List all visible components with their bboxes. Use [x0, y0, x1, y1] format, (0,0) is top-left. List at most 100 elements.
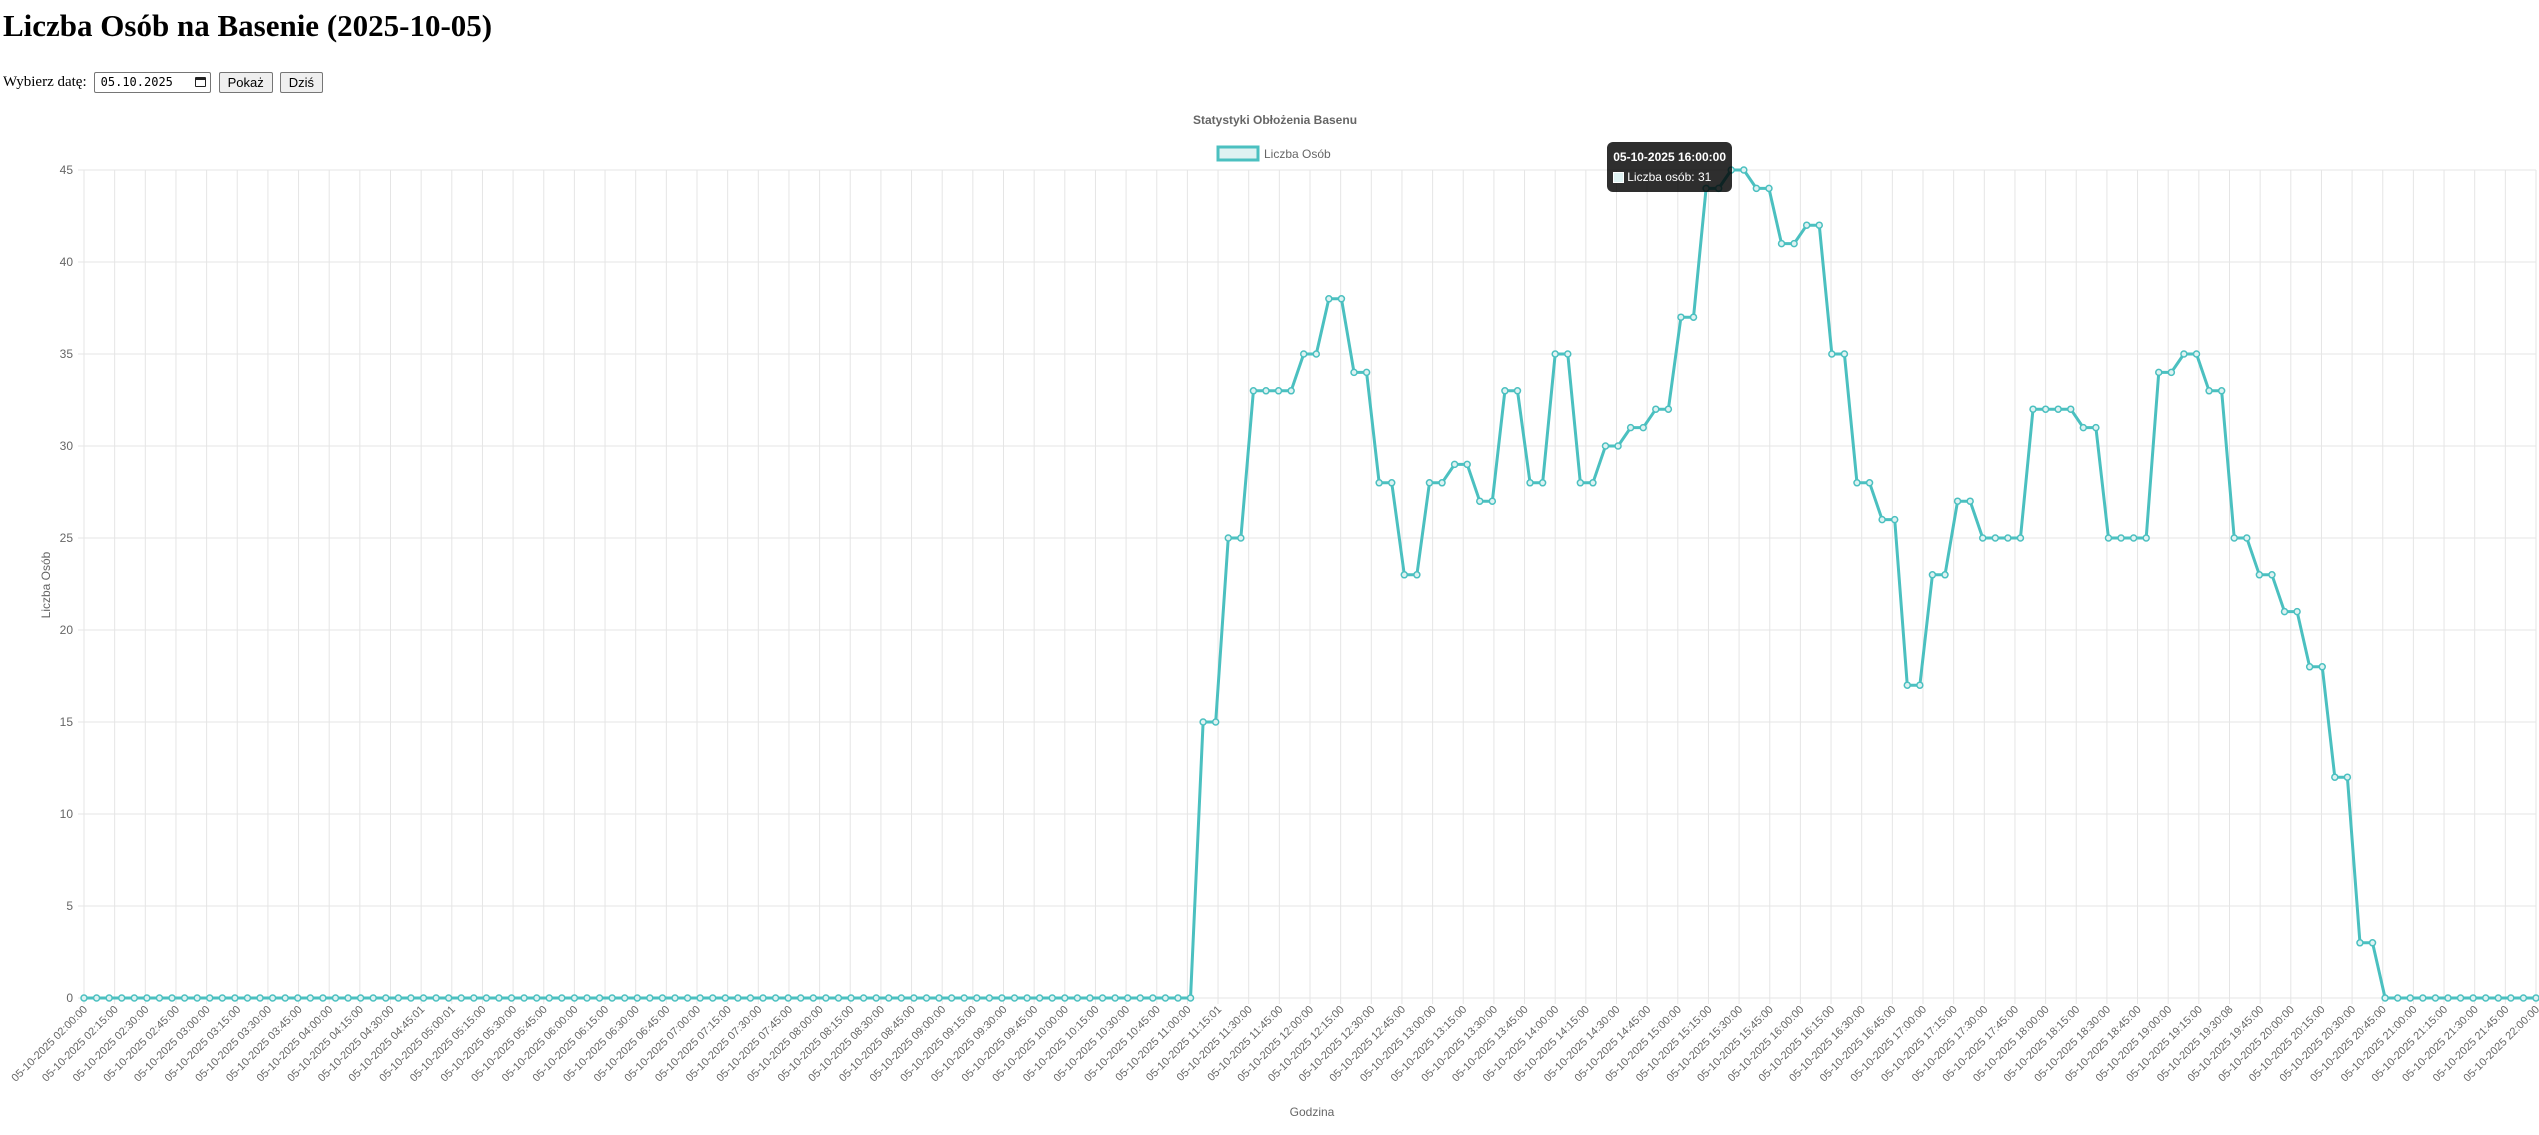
data-point[interactable]	[1815, 221, 1824, 229]
data-point[interactable]	[2507, 994, 2515, 1002]
data-point[interactable]	[2444, 994, 2452, 1002]
data-point[interactable]	[998, 994, 1006, 1002]
data-point[interactable]	[2356, 939, 2364, 947]
data-point[interactable]	[382, 994, 390, 1002]
data-point[interactable]	[482, 994, 491, 1002]
data-point[interactable]	[1890, 515, 1899, 524]
data-point[interactable]	[2117, 534, 2125, 542]
data-point[interactable]	[1526, 479, 1534, 487]
data-point[interactable]	[1010, 994, 1019, 1002]
data-point[interactable]	[759, 994, 767, 1002]
data-point[interactable]	[1476, 497, 1484, 505]
data-point[interactable]	[922, 994, 931, 1002]
data-point[interactable]	[746, 994, 755, 1002]
data-point[interactable]	[2368, 939, 2377, 947]
data-point[interactable]	[1249, 387, 1258, 395]
calendar-icon[interactable]	[194, 77, 206, 87]
data-point[interactable]	[92, 994, 101, 1002]
data-point[interactable]	[1601, 442, 1610, 450]
data-point[interactable]	[1224, 534, 1233, 542]
data-point[interactable]	[1186, 994, 1195, 1002]
data-point[interactable]	[960, 994, 968, 1002]
data-point[interactable]	[2029, 405, 2037, 413]
data-point[interactable]	[1299, 350, 1308, 358]
data-point[interactable]	[1777, 239, 1786, 248]
data-point[interactable]	[457, 994, 465, 1002]
data-point[interactable]	[168, 994, 176, 1002]
data-point[interactable]	[1991, 534, 2000, 542]
data-point[interactable]	[1425, 479, 1434, 487]
data-point[interactable]	[532, 994, 541, 1002]
data-point[interactable]	[2092, 423, 2100, 432]
data-point[interactable]	[407, 994, 415, 1002]
data-point[interactable]	[1199, 718, 1207, 726]
data-point[interactable]	[432, 994, 440, 1002]
data-point[interactable]	[205, 994, 214, 1002]
data-point[interactable]	[1538, 479, 1547, 487]
data-point[interactable]	[2519, 994, 2528, 1002]
data-point[interactable]	[558, 994, 566, 1002]
data-point[interactable]	[721, 994, 730, 1002]
data-point[interactable]	[419, 994, 428, 1002]
data-point[interactable]	[583, 994, 591, 1002]
data-point[interactable]	[143, 994, 151, 1002]
data-point[interactable]	[256, 994, 264, 1002]
data-point[interactable]	[1438, 479, 1446, 487]
data-point[interactable]	[1274, 387, 1283, 395]
data-point[interactable]	[2494, 994, 2503, 1002]
data-point[interactable]	[130, 994, 139, 1002]
data-point[interactable]	[2041, 405, 2050, 413]
data-point[interactable]	[1136, 994, 1144, 1002]
data-point[interactable]	[444, 994, 453, 1002]
chart-legend[interactable]: Liczba Osób	[1216, 145, 1331, 162]
data-point[interactable]	[708, 994, 717, 1002]
data-point[interactable]	[1237, 534, 1245, 542]
data-point[interactable]	[1903, 681, 1912, 689]
data-point[interactable]	[2393, 994, 2402, 1002]
data-point[interactable]	[1450, 460, 1459, 469]
data-point[interactable]	[2343, 773, 2352, 781]
data-point[interactable]	[1828, 350, 1836, 358]
data-point[interactable]	[1501, 387, 1509, 395]
today-button[interactable]: Dziś	[279, 71, 324, 93]
data-point[interactable]	[2268, 571, 2276, 579]
data-point[interactable]	[1086, 994, 1094, 1002]
data-point[interactable]	[2431, 994, 2440, 1002]
data-point[interactable]	[1853, 479, 1861, 487]
data-point[interactable]	[2318, 663, 2326, 671]
data-point[interactable]	[1262, 387, 1270, 395]
data-point[interactable]	[545, 994, 554, 1002]
data-point[interactable]	[470, 994, 478, 1002]
data-point[interactable]	[2155, 368, 2163, 377]
data-point[interactable]	[1488, 497, 1497, 505]
data-point[interactable]	[1916, 681, 1924, 689]
data-point[interactable]	[180, 994, 189, 1002]
data-point[interactable]	[1878, 515, 1886, 524]
date-input[interactable]: 05.10.2025	[93, 71, 211, 93]
data-point[interactable]	[2192, 350, 2201, 358]
data-point[interactable]	[2054, 405, 2062, 413]
data-point[interactable]	[633, 994, 642, 1002]
data-point[interactable]	[570, 994, 579, 1002]
data-point[interactable]	[243, 994, 252, 1002]
data-point[interactable]	[734, 994, 742, 1002]
data-point[interactable]	[1626, 423, 1635, 432]
data-point[interactable]	[1652, 405, 1660, 413]
data-point[interactable]	[1589, 479, 1597, 487]
data-point[interactable]	[2255, 571, 2264, 579]
data-point[interactable]	[809, 994, 818, 1002]
data-point[interactable]	[1073, 994, 1082, 1002]
data-point[interactable]	[872, 994, 880, 1002]
data-point[interactable]	[105, 994, 113, 1002]
data-point[interactable]	[1740, 166, 1748, 174]
data-point[interactable]	[356, 994, 365, 1002]
data-point[interactable]	[344, 994, 352, 1002]
data-point[interactable]	[1149, 994, 1157, 1002]
data-point[interactable]	[268, 994, 277, 1002]
data-point[interactable]	[646, 994, 654, 1002]
data-point[interactable]	[1614, 442, 1622, 450]
data-point[interactable]	[369, 994, 377, 1002]
data-point[interactable]	[683, 994, 692, 1002]
data-point[interactable]	[2205, 387, 2213, 395]
data-point[interactable]	[2079, 423, 2088, 432]
